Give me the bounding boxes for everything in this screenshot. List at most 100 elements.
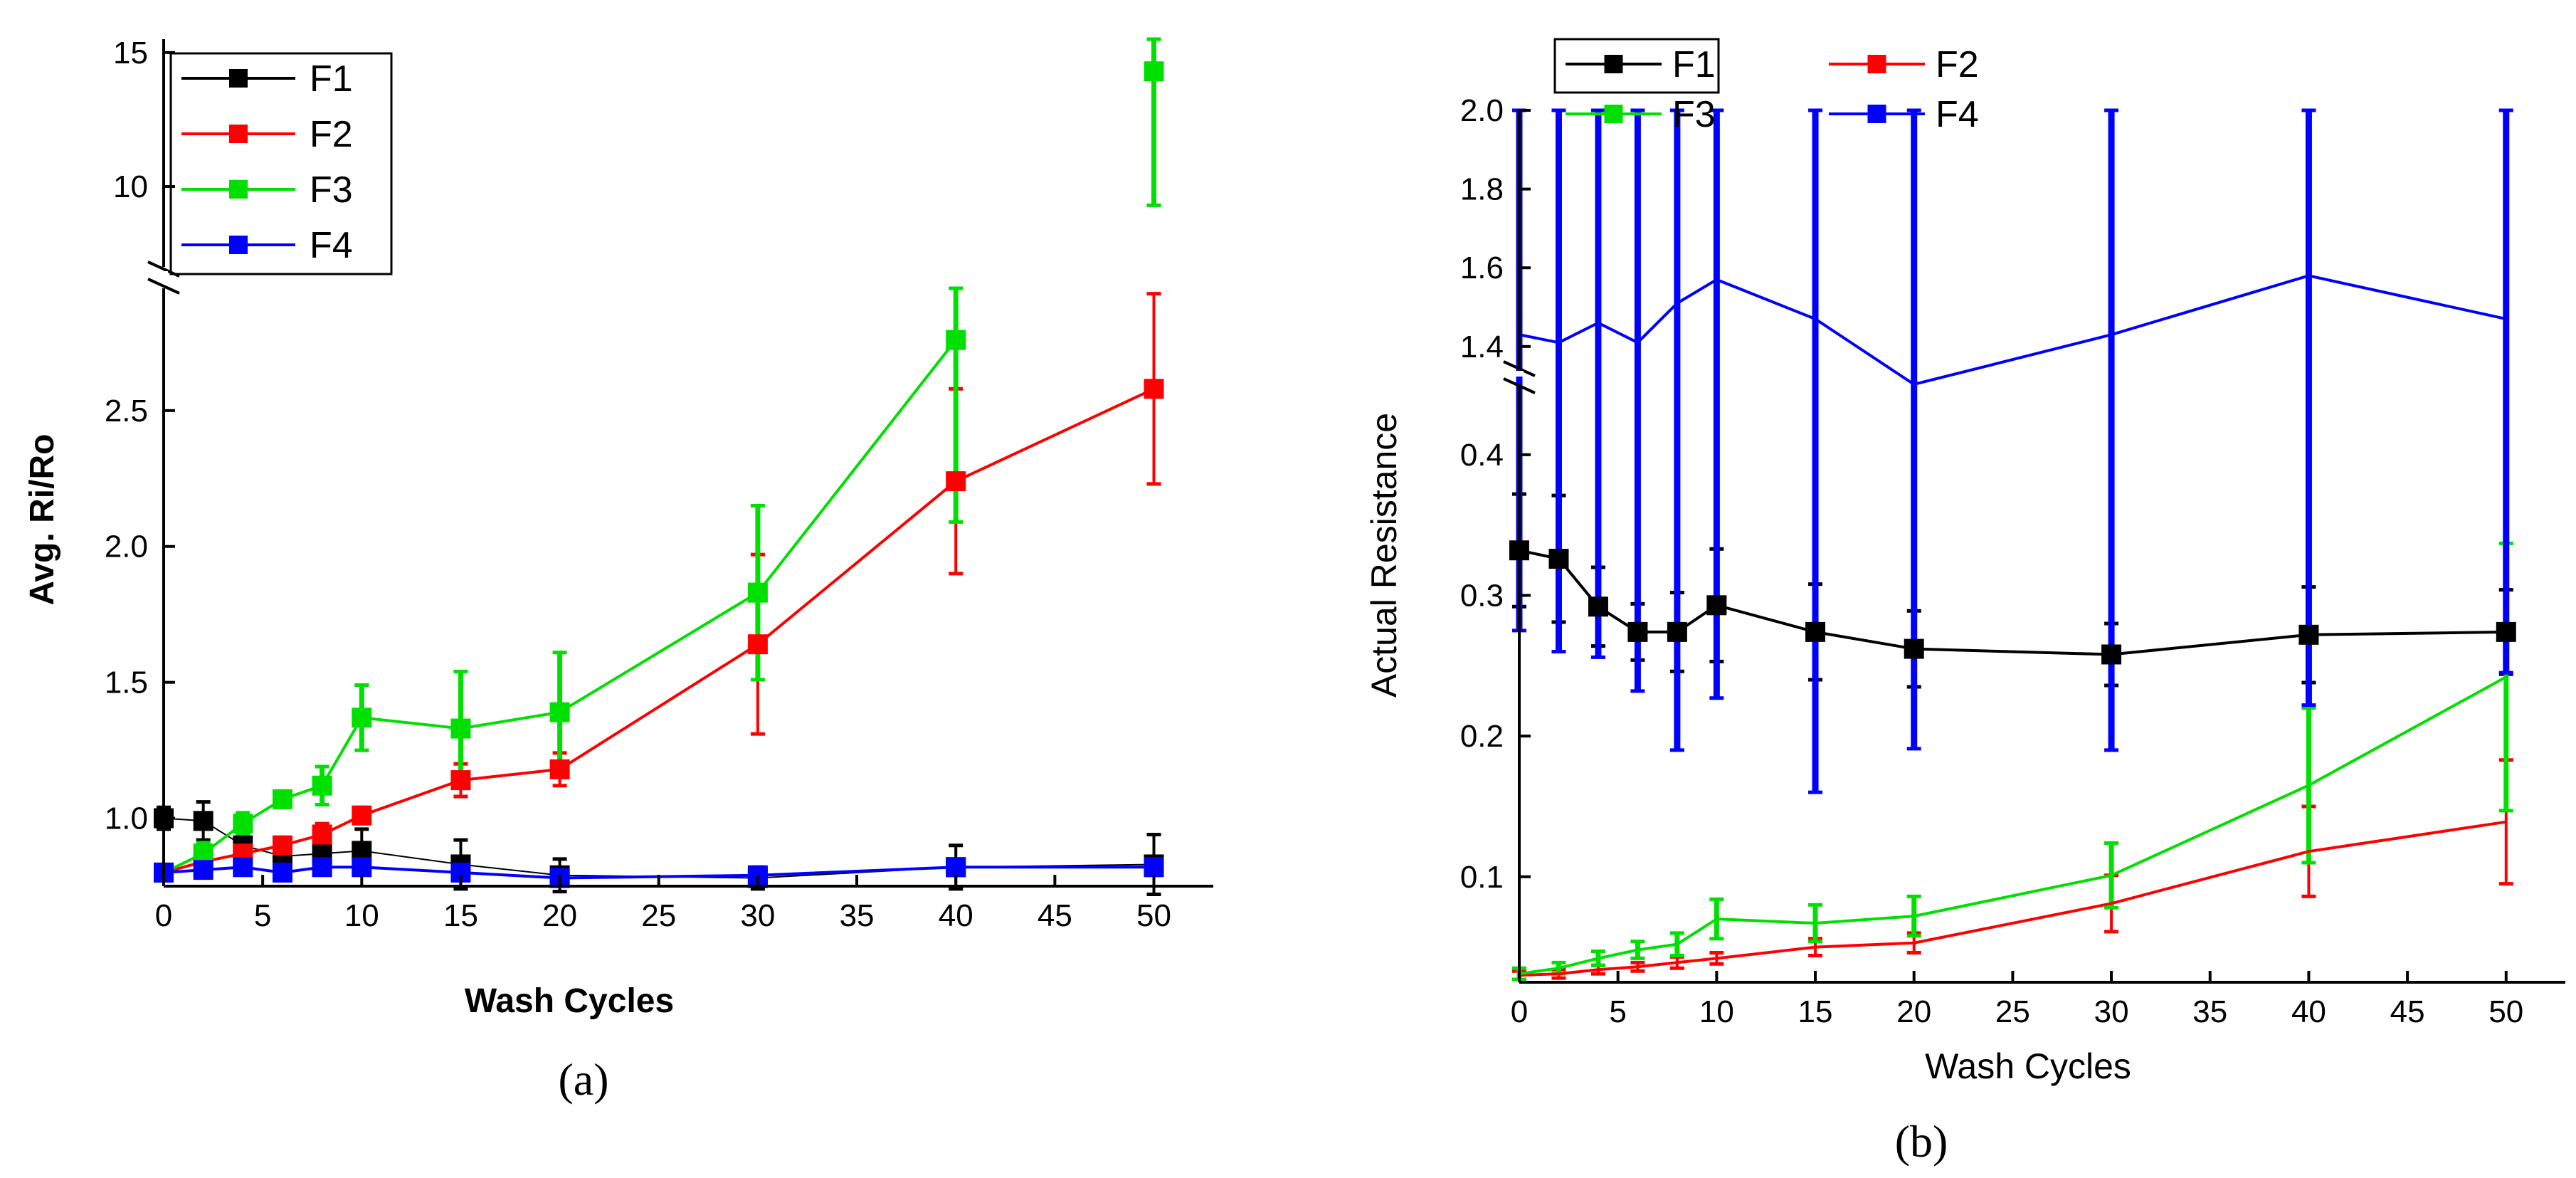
data-point-f2 bbox=[549, 759, 570, 779]
data-point-f2 bbox=[747, 634, 768, 655]
x-tick-label: 40 bbox=[2291, 994, 2326, 1029]
data-point-f3 bbox=[946, 330, 966, 350]
series-line-f2 bbox=[163, 387, 1155, 874]
legend-label-f3: F3 bbox=[1672, 94, 1716, 135]
x-tick-label: 40 bbox=[939, 898, 973, 933]
x-tick-label: 15 bbox=[443, 898, 478, 933]
series-line-f2 bbox=[1519, 820, 2507, 977]
legend-box bbox=[169, 52, 393, 275]
error-bars-b bbox=[1512, 108, 2513, 982]
axes-b: 0 5 10 15 20 25 30 35 40 45 50 0.1 0.2 0.3 0.4 1.4 1.6 1.… bbox=[1460, 93, 2565, 1029]
legend-marker-f2 bbox=[229, 125, 248, 143]
data-point-f4 bbox=[233, 857, 253, 878]
data-point-f1 bbox=[1548, 549, 1569, 569]
axes-a: 0 5 10 15 20 25 30 35 40 45 50 1.0 1.5 2.0 2.5 10 15 bbox=[105, 36, 1213, 933]
legend-marker-f4 bbox=[229, 236, 248, 254]
axis-break-mark bbox=[147, 278, 180, 295]
y-tick-label: 0.2 bbox=[1460, 719, 1504, 754]
data-markers-a bbox=[154, 61, 1164, 888]
y-tick-label: 1.4 bbox=[1460, 330, 1504, 364]
legend-label-f1: F1 bbox=[310, 58, 353, 100]
series-line-f3 bbox=[1519, 675, 2507, 976]
data-point-f3 bbox=[352, 708, 372, 728]
legend-marker-f3 bbox=[229, 180, 248, 199]
error-bars-a bbox=[157, 37, 1161, 896]
y-tick-label: 0.1 bbox=[1460, 860, 1504, 895]
x-tick-label: 25 bbox=[1995, 994, 2030, 1029]
y-tick-label: 2.0 bbox=[105, 530, 148, 564]
legend-label-f4: F4 bbox=[1936, 94, 1979, 135]
y-tick-label: 0.4 bbox=[1460, 438, 1504, 473]
data-point-f1 bbox=[1904, 638, 1924, 659]
data-point-f2 bbox=[946, 471, 966, 492]
data-point-f3 bbox=[312, 775, 332, 796]
x-tick-label: 35 bbox=[2192, 994, 2227, 1029]
x-tick-label: 35 bbox=[840, 898, 875, 933]
data-point-f4 bbox=[1144, 857, 1164, 878]
x-tick-label: 0 bbox=[155, 898, 172, 933]
data-point-f1 bbox=[193, 811, 213, 831]
data-point-f4 bbox=[946, 857, 966, 878]
y-tick-label: 15 bbox=[113, 36, 148, 70]
x-tick-label: 45 bbox=[2390, 994, 2425, 1029]
y-tick-label: 10 bbox=[113, 169, 148, 204]
chart-panel-b: 0 5 10 15 20 25 30 35 40 45 50 0.1 0.2 0.3 0.4 1.4 1.6 1.… bbox=[1364, 38, 2565, 1167]
x-tick-label: 25 bbox=[641, 898, 676, 933]
y-axis-label-a: Avg. Ri/Ro bbox=[23, 434, 61, 606]
x-tick-label: 10 bbox=[344, 898, 379, 933]
data-point-f3 bbox=[450, 718, 471, 739]
data-point-f1 bbox=[2298, 624, 2319, 645]
y-tick-label: 1.6 bbox=[1460, 251, 1504, 285]
x-tick-label: 5 bbox=[1609, 994, 1626, 1029]
data-point-f1 bbox=[1588, 596, 1608, 617]
data-point-f4 bbox=[312, 857, 332, 878]
x-axis-label-a: Wash Cycles bbox=[465, 982, 674, 1020]
series-lines-a bbox=[163, 339, 1155, 880]
y-tick-label: 0.3 bbox=[1460, 578, 1504, 613]
legend-box bbox=[1553, 38, 1720, 94]
data-point-f1 bbox=[2496, 621, 2516, 642]
data-markers-b bbox=[1509, 540, 2516, 665]
axis-break-gap bbox=[159, 271, 168, 277]
legend-marker-f4 bbox=[1867, 105, 1886, 123]
x-tick-label: 45 bbox=[1038, 898, 1072, 933]
series-line-f4 bbox=[1519, 274, 2507, 386]
x-tick-label: 20 bbox=[1896, 994, 1931, 1029]
x-tick-label: 20 bbox=[542, 898, 577, 933]
legend-b: F1 F2 F3 F4 bbox=[1553, 38, 1979, 135]
legend-label-f3: F3 bbox=[310, 169, 353, 211]
panel-label-b: (b) bbox=[1895, 1116, 1948, 1167]
data-point-f3 bbox=[747, 582, 768, 603]
x-tick-label: 5 bbox=[254, 898, 271, 933]
data-point-f1 bbox=[1667, 621, 1687, 642]
legend-label-f2: F2 bbox=[1936, 44, 1979, 85]
data-point-f3 bbox=[272, 789, 292, 809]
series-line-f3 bbox=[163, 339, 957, 874]
y-tick-label: 2.5 bbox=[105, 394, 148, 428]
data-point-f2 bbox=[312, 824, 332, 845]
data-point-f4 bbox=[272, 862, 292, 883]
data-point-f1 bbox=[2101, 644, 2122, 665]
y-tick-label: 2.0 bbox=[1460, 93, 1504, 128]
data-point-f2 bbox=[272, 835, 292, 856]
legend-marker-f2 bbox=[1867, 55, 1886, 73]
axis-break-mark bbox=[1503, 377, 1536, 394]
legend-a: F1 F2 F3 F4 bbox=[169, 52, 393, 275]
y-tick-label: 1.8 bbox=[1460, 172, 1504, 207]
data-point-f1 bbox=[1706, 595, 1727, 616]
data-point-f2 bbox=[352, 805, 372, 826]
x-tick-label: 30 bbox=[2094, 994, 2129, 1029]
x-tick-label: 15 bbox=[1798, 994, 1833, 1029]
data-point-f3 bbox=[233, 814, 253, 834]
x-tick-label: 0 bbox=[1511, 994, 1528, 1029]
y-axis-label-b: Actual Resistance bbox=[1364, 413, 1404, 698]
legend-label-f1: F1 bbox=[1672, 44, 1716, 85]
data-point-f2 bbox=[1144, 379, 1164, 399]
axis-break-gap bbox=[1515, 371, 1524, 377]
x-tick-label: 50 bbox=[2488, 994, 2523, 1029]
x-tick-label: 10 bbox=[1699, 994, 1734, 1029]
y-tick-label: 1.0 bbox=[105, 801, 148, 836]
y-tick-label: 1.5 bbox=[105, 666, 148, 700]
